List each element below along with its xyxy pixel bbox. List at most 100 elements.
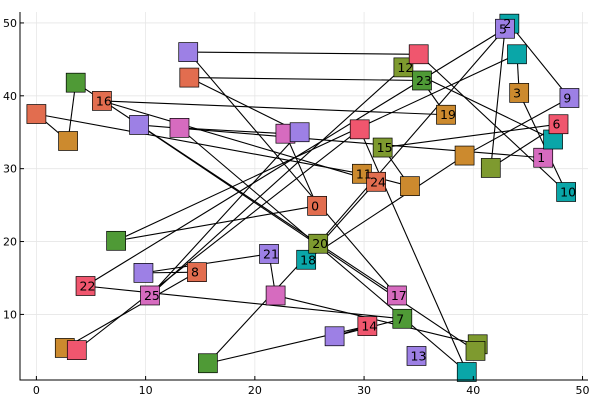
node-marker-49 — [324, 326, 345, 347]
edge-24 — [187, 51, 398, 296]
node-marker-32 — [92, 91, 112, 111]
y-tick-label-0: 10 — [3, 308, 17, 321]
edge-42 — [490, 28, 506, 169]
node-marker-50 — [406, 346, 427, 366]
node-marker-38 — [454, 145, 475, 166]
edge-25 — [189, 77, 300, 133]
node-marker-34 — [366, 171, 386, 192]
node-marker-35 — [400, 176, 420, 197]
edge-2 — [76, 128, 361, 351]
x-tick-label-4: 40 — [466, 384, 480, 397]
x-tick-label-1: 10 — [139, 384, 153, 397]
node-label-34: 24 — [370, 174, 386, 189]
node-marker-48 — [357, 316, 378, 336]
node-marker-28 — [412, 70, 432, 91]
node-marker-17 — [509, 83, 530, 103]
node-label-25: 17 — [391, 288, 407, 303]
node-label-2: 8 — [191, 265, 199, 280]
node-marker-12 — [465, 341, 486, 361]
edges — [36, 23, 570, 373]
edge-44 — [85, 28, 506, 287]
node-marker-3 — [349, 119, 370, 140]
x-tick-label-3: 30 — [357, 384, 371, 397]
edge-15 — [139, 124, 544, 159]
edge-22 — [188, 51, 419, 55]
node-label-19: 10 — [560, 184, 576, 199]
edge-43 — [317, 23, 510, 245]
node-marker-5 — [456, 362, 477, 382]
plot-frame — [19, 12, 588, 381]
node-marker-24 — [289, 122, 310, 143]
node-marker-41 — [480, 158, 501, 178]
edge-13 — [138, 124, 476, 352]
edge-1 — [64, 271, 198, 349]
edge-18 — [518, 92, 567, 193]
edge-26 — [75, 82, 398, 296]
node-label-11: 0 — [311, 198, 319, 213]
node-marker-20 — [393, 57, 414, 78]
node-marker-21 — [408, 44, 429, 65]
node-marker-30 — [436, 104, 456, 125]
node-marker-19 — [556, 182, 577, 202]
edge-10 — [284, 133, 318, 207]
node-marker-46 — [198, 353, 218, 374]
node-label-28: 23 — [416, 73, 432, 88]
node-marker-36 — [296, 249, 317, 270]
node-label-33: 11 — [356, 166, 372, 181]
node-marker-40 — [559, 88, 580, 108]
node-marker-8 — [265, 285, 286, 306]
node-marker-47 — [392, 308, 413, 329]
node-marker-44 — [308, 233, 329, 254]
edge-31 — [101, 100, 447, 116]
edge-37 — [305, 155, 465, 261]
node-label-6: 21 — [263, 246, 279, 261]
node-marker-1 — [66, 340, 87, 360]
edge-14 — [115, 53, 518, 242]
edge-20 — [418, 53, 567, 193]
node-label-47: 7 — [396, 311, 404, 326]
x-tick-label-0: 0 — [33, 384, 40, 397]
node-marker-2 — [187, 262, 207, 283]
node-marker-31 — [26, 104, 47, 124]
node-marker-15 — [507, 44, 527, 65]
node-marker-23 — [178, 42, 199, 62]
edge-33 — [101, 100, 377, 183]
y-tick-label-4: 50 — [3, 17, 17, 30]
node-label-20: 12 — [397, 60, 413, 75]
node-label-32: 16 — [96, 93, 112, 108]
node-label-42: 2 — [503, 16, 511, 31]
node-label-43: 5 — [499, 21, 507, 36]
node-label-50: 13 — [411, 348, 427, 363]
node-marker-13 — [106, 230, 126, 251]
node-marker-4 — [133, 263, 154, 283]
node-marker-6 — [259, 244, 279, 264]
edge-46 — [85, 285, 403, 320]
y-tick-label-3: 40 — [3, 90, 17, 103]
nodes — [26, 13, 580, 382]
node-marker-45 — [75, 276, 96, 296]
node-marker-22 — [140, 285, 160, 306]
edge-4 — [359, 129, 468, 373]
y-tick-label-2: 30 — [3, 163, 17, 176]
node-marker-7 — [169, 118, 190, 138]
axes — [19, 12, 588, 381]
node-marker-26 — [179, 67, 200, 88]
edge-27 — [189, 77, 422, 82]
y-tick-label-1: 20 — [3, 236, 17, 249]
node-label-30: 19 — [440, 107, 456, 122]
x-tick-label-5: 50 — [576, 384, 590, 397]
edge-23 — [149, 131, 301, 296]
node-marker-37 — [372, 137, 393, 158]
node-label-44: 20 — [312, 236, 328, 251]
node-label-37: 15 — [377, 140, 393, 155]
node-label-22: 25 — [144, 288, 160, 303]
node-label-39: 6 — [553, 117, 561, 132]
edge-32 — [36, 113, 362, 175]
node-label-17: 3 — [513, 85, 521, 100]
edge-41 — [508, 23, 570, 99]
node-label-40: 9 — [563, 90, 571, 105]
node-label-48: 14 — [361, 319, 377, 334]
